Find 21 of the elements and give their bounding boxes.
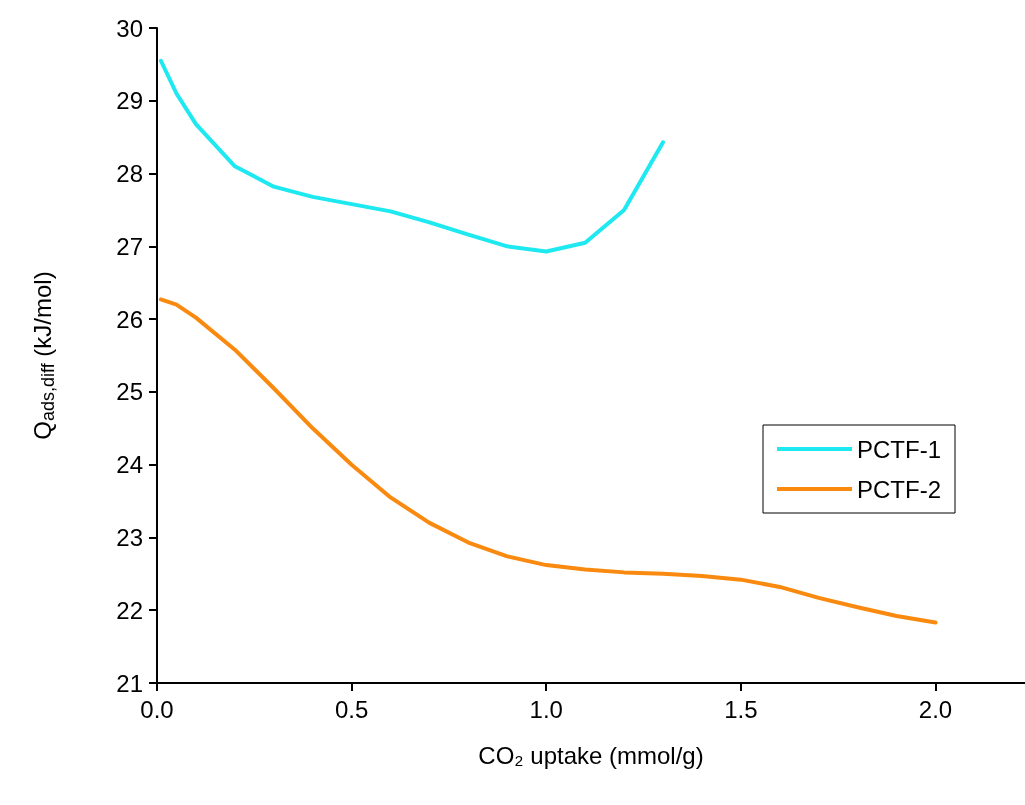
y-tick-label: 24 xyxy=(116,451,143,479)
x-tick-label: 1.5 xyxy=(724,695,758,723)
legend-label: PCTF-1 xyxy=(857,435,941,463)
line-series xyxy=(158,297,938,625)
y-tick-label: 21 xyxy=(116,669,143,697)
y-tick-label: 29 xyxy=(116,87,143,115)
x-tick-label: 0.5 xyxy=(334,695,369,723)
y-tick-label: 23 xyxy=(116,523,143,551)
legend-label: PCTF-2 xyxy=(857,475,941,503)
y-tick-label: 27 xyxy=(116,232,143,260)
y-axis-title: Qads,diff (kJ/mol) xyxy=(28,271,58,440)
x-axis-title: CO₂ uptake (mmol/g) xyxy=(478,741,704,769)
x-tick-label: 2.0 xyxy=(918,695,953,723)
x-tick-label: 0.0 xyxy=(140,695,174,723)
y-tick-label: 28 xyxy=(116,160,143,188)
y-tick-label: 25 xyxy=(116,378,143,406)
y-tick-label: 26 xyxy=(116,305,143,333)
y-tick-label: 22 xyxy=(116,596,143,624)
x-tick-label: 1.0 xyxy=(529,695,563,723)
y-tick-label: 30 xyxy=(116,14,143,42)
line-series xyxy=(158,58,666,254)
